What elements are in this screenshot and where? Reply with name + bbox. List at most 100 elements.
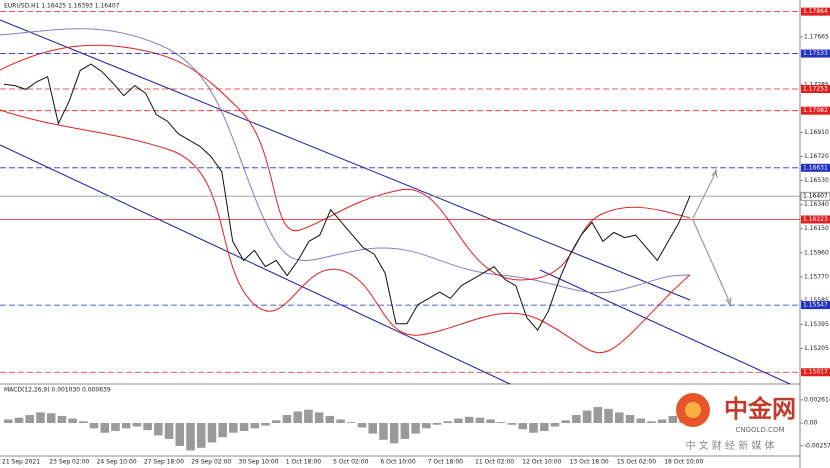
arrow-up <box>692 171 717 219</box>
macd-bar <box>271 420 281 423</box>
x-tick-label: 24 Sep 10:00 <box>97 459 137 466</box>
x-tick-label: 30 Sep 10:00 <box>239 459 279 466</box>
macd-bar <box>89 423 99 429</box>
x-tick-label: 5 Oct 02:00 <box>333 459 368 466</box>
macd-bar <box>36 412 45 423</box>
level-label: 1.15547 <box>803 302 828 309</box>
band-lower <box>0 109 691 354</box>
macd-bar <box>14 417 24 423</box>
macd-bar <box>164 423 174 439</box>
level-label: 1.16223 <box>803 216 828 223</box>
brand: 中金网 <box>724 395 796 423</box>
macd-bar <box>636 418 645 423</box>
macd-bar <box>196 423 206 448</box>
x-tick-label: 6 Oct 10:00 <box>380 459 415 466</box>
macd-bar <box>497 422 506 423</box>
level-box <box>801 368 830 377</box>
macd-bar <box>561 420 570 423</box>
macd-bar <box>357 423 367 428</box>
level-label: 1.16407 <box>803 193 828 200</box>
macd-bar <box>432 423 442 425</box>
level-label: 1.17082 <box>803 107 828 114</box>
y-tick-label: 1.16340 <box>804 201 829 208</box>
channel-mid <box>539 269 791 385</box>
level-label: 1.16631 <box>803 164 828 171</box>
chart-title: EURUSD,H1 1.16425 1.16393 1.16407 <box>4 3 120 10</box>
y-tick-label: 1.16720 <box>804 153 829 160</box>
macd-bar <box>422 423 431 429</box>
macd-tick-label: 0.002614 <box>804 396 830 403</box>
price-line <box>3 63 691 331</box>
macd-bar <box>304 409 313 423</box>
slogan: 中 文 财 经 新 媒 体 <box>685 439 774 452</box>
x-tick-label: 7 Oct 18:00 <box>428 459 463 466</box>
macd-bar <box>25 415 35 423</box>
macd-bar <box>325 415 335 423</box>
macd-tick-label: 0.00 <box>804 420 818 427</box>
level-label: 1.17533 <box>803 50 828 57</box>
macd-bar <box>379 423 388 440</box>
channel-lower <box>0 144 511 385</box>
macd-bar <box>572 415 581 423</box>
macd-bar <box>4 419 13 423</box>
site: CNGOLD.COM <box>735 426 784 434</box>
x-tick-label: 13 Oct 18:00 <box>570 459 609 466</box>
macd-bar <box>625 415 635 423</box>
macd-bar <box>411 423 420 434</box>
y-tick-label: 1.16150 <box>804 225 829 232</box>
moving-average <box>0 28 691 294</box>
y-tick-label: 1.15395 <box>804 321 829 328</box>
channel-upper <box>0 19 691 301</box>
macd-bar <box>143 423 152 431</box>
macd-tick-label: -0.002571 <box>804 442 830 449</box>
x-tick-label: 12 Oct 10:00 <box>522 459 561 466</box>
macd-bar <box>46 413 56 423</box>
x-tick-label: 11 Oct 02:00 <box>475 459 514 466</box>
macd-bar <box>79 421 88 423</box>
macd-bar <box>486 419 495 423</box>
macd-bar <box>186 423 195 451</box>
level-box <box>801 106 830 115</box>
macd-bar <box>100 423 110 433</box>
macd-bar <box>154 423 163 436</box>
level-label: 1.17253 <box>803 86 828 93</box>
x-tick-label: 21 Sep 2021 <box>2 459 40 466</box>
level-label: 1.15017 <box>803 369 828 376</box>
macd-bar <box>207 423 217 443</box>
macd-bar <box>368 423 378 434</box>
macd-bar <box>293 411 302 423</box>
macd-bar <box>347 422 356 423</box>
indicators <box>0 19 791 385</box>
y-tick-label: 1.17665 <box>804 33 829 40</box>
macd-bar <box>518 423 528 430</box>
level-box <box>800 191 830 201</box>
x-tick-label: 23 Sep 02:00 <box>49 459 89 466</box>
x-tick-label: 27 Sep 18:00 <box>144 459 184 466</box>
level-box <box>801 49 830 58</box>
forecast-arrows <box>692 168 732 307</box>
y-tick-label: 1.15585 <box>804 297 829 304</box>
level-box <box>801 215 830 224</box>
macd-title: MACD(12,26,9) 0.001030 0.000639 <box>4 387 111 394</box>
x-tick-label: 15 Oct 02:00 <box>617 459 656 466</box>
macd-bar <box>539 423 549 431</box>
y-tick-label: 1.15770 <box>804 273 829 280</box>
macd-bar <box>454 418 463 423</box>
y-tick-label: 1.17285 <box>804 81 829 88</box>
level-box <box>801 85 830 94</box>
macd-bar <box>657 419 667 423</box>
macd-bar <box>464 416 474 423</box>
level-label: 1.17864 <box>803 8 828 15</box>
macd-bar <box>550 423 560 427</box>
macd-bar <box>604 408 613 423</box>
logo-inner <box>685 402 701 418</box>
arrow-down <box>692 219 731 304</box>
macd-bar <box>529 423 538 433</box>
y-tick-label: 1.16910 <box>804 129 829 136</box>
macd-bar <box>282 415 292 423</box>
macd-bar <box>507 423 517 425</box>
macd-bar <box>582 410 592 423</box>
y-tick-label: 1.16530 <box>804 177 829 184</box>
arrow-up-head <box>711 168 718 179</box>
